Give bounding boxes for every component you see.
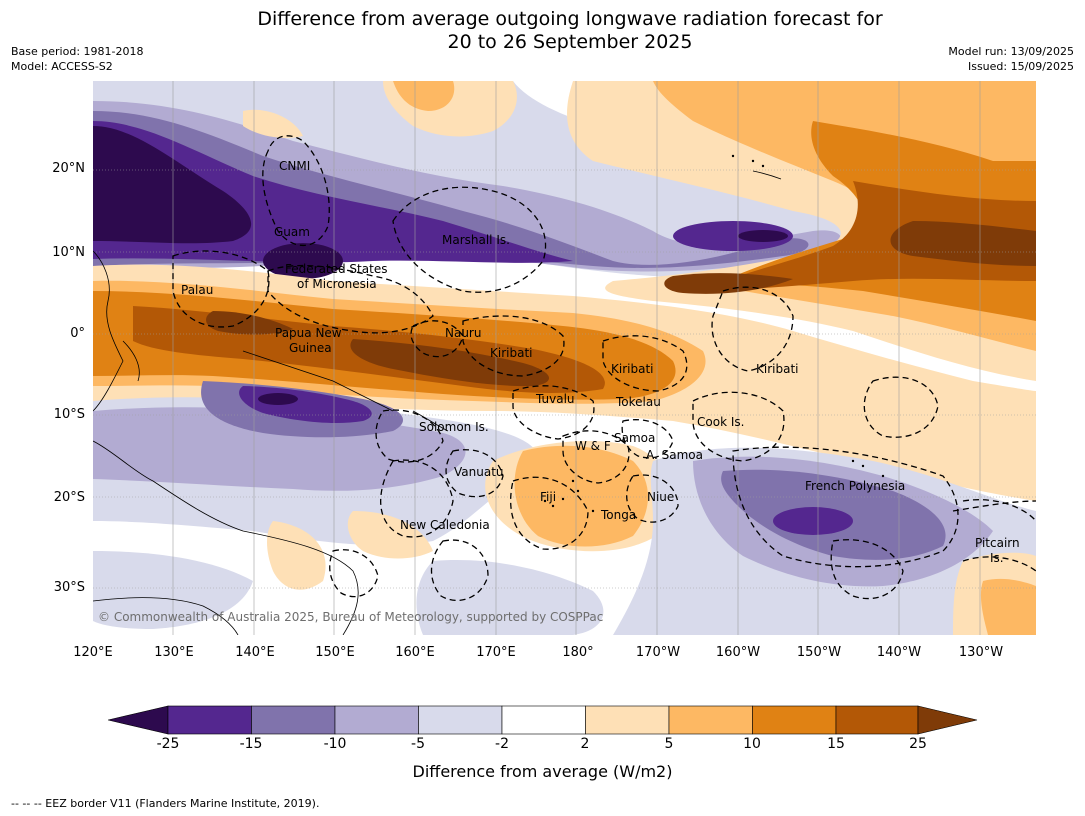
place-png-line2: Guinea: [289, 341, 332, 355]
issued-date: Issued: 15/09/2025: [967, 60, 1074, 73]
colorbar: [108, 705, 978, 735]
lon-label-140w: 140°W: [876, 645, 922, 660]
meta-left: Base period: 1981-2018 Model: ACCESS-S2: [11, 44, 143, 74]
colorbar-bin-3: [334, 705, 419, 735]
lon-label-170e: 170°E: [476, 645, 516, 660]
model-name: Model: ACCESS-S2: [11, 60, 113, 73]
base-period: Base period: 1981-2018: [11, 45, 144, 58]
colorbar-tick-9: 15: [827, 736, 845, 752]
colorbar-tick-6: 2: [580, 736, 590, 752]
place-marshall: Marshall Is.: [442, 233, 510, 247]
lon-label-150w: 150°W: [796, 645, 842, 660]
lat-label-0: 0°: [70, 326, 85, 341]
colorbar-tick-3: -10: [323, 736, 347, 752]
colorbar-tick-8: 10: [743, 736, 761, 752]
colorbar-bin-6: [585, 705, 670, 735]
colorbar-bin-8: [752, 705, 837, 735]
place-american-samoa: A. Samoa: [646, 448, 703, 462]
place-cnmi: CNMI: [279, 159, 311, 173]
colorbar-bin-7: [668, 705, 753, 735]
place-kiribati-west: Kiribati: [490, 346, 533, 360]
title-line-2: 20 to 26 September 2025: [447, 31, 693, 53]
lat-label-10n: 10°N: [52, 245, 85, 260]
place-tuvalu: Tuvalu: [536, 392, 575, 406]
colorbar-tick-4: -5: [411, 736, 425, 752]
colorbar-bin-4: [418, 705, 503, 735]
place-new-caledonia: New Caledonia: [400, 518, 490, 532]
place-pitcairn-line1: Pitcairn: [975, 536, 1020, 550]
colorbar-bin-5: [501, 705, 586, 735]
place-french-polynesia: French Polynesia: [805, 479, 906, 493]
colorbar-tick-5: -2: [495, 736, 509, 752]
model-run: Model run: 13/09/2025: [948, 45, 1074, 58]
place-palau: Palau: [181, 283, 214, 297]
copyright-notice: © Commonwealth of Australia 2025, Bureau…: [98, 610, 604, 624]
place-samoa: Samoa: [614, 431, 656, 445]
map-panel: [93, 81, 1036, 635]
place-fsm-line1: Federated States: [285, 262, 388, 276]
colorbar-arrow-low: [108, 705, 169, 735]
place-kiribati-central: Kiribati: [611, 362, 654, 376]
eez-footnote: -- -- -- EEZ border V11 (Flanders Marine…: [11, 797, 320, 810]
colorbar-tick-7: 5: [664, 736, 674, 752]
place-solomon: Solomon Is.: [419, 420, 489, 434]
colorbar-tick-1: -25: [156, 736, 180, 752]
colorbar-bin-2: [251, 705, 336, 735]
lon-label-160e: 160°E: [395, 645, 435, 660]
lon-label-180: 180°: [562, 645, 594, 660]
meta-right: Model run: 13/09/2025 Issued: 15/09/2025: [948, 44, 1074, 74]
lon-label-120e: 120°E: [73, 645, 113, 660]
chart-title: Difference from average outgoing longwav…: [0, 8, 1085, 54]
lon-label-140e: 140°E: [235, 645, 275, 660]
map-field: [93, 81, 1036, 635]
place-nauru: Nauru: [445, 326, 482, 340]
place-wallis-futuna: W & F: [575, 439, 611, 453]
lon-label-170w: 170°W: [635, 645, 681, 660]
lat-label-10s: 10°S: [53, 407, 85, 422]
lat-label-20n: 20°N: [52, 161, 85, 176]
place-fsm-line2: of Micronesia: [297, 277, 377, 291]
title-line-1: Difference from average outgoing longwav…: [257, 8, 883, 30]
place-niue: Niue: [647, 490, 675, 504]
place-fiji: Fiji: [540, 490, 557, 504]
place-cook-islands: Cook Is.: [697, 415, 745, 429]
colorbar-bin-9: [835, 705, 919, 735]
lat-label-20s: 20°S: [53, 490, 85, 505]
colorbar-tick-10: 25: [909, 736, 927, 752]
lat-label-30s: 30°S: [53, 580, 85, 595]
lon-label-160w: 160°W: [715, 645, 761, 660]
colorbar-tick-2: -15: [239, 736, 263, 752]
place-tokelau: Tokelau: [616, 395, 661, 409]
colorbar-label: Difference from average (W/m2): [412, 762, 673, 781]
lon-label-130e: 130°E: [154, 645, 194, 660]
place-guam: Guam: [274, 225, 310, 239]
lon-label-130w: 130°W: [958, 645, 1004, 660]
place-tonga: Tonga: [601, 508, 637, 522]
place-vanuatu: Vanuatu: [454, 465, 504, 479]
place-kiribati-east: Kiribati: [756, 362, 799, 376]
place-pitcairn-line2: Is.: [990, 551, 1004, 565]
colorbar-bin-1: [167, 705, 252, 735]
lon-label-150e: 150°E: [315, 645, 355, 660]
place-png-line1: Papua New: [275, 326, 342, 340]
colorbar-arrow-high: [917, 705, 978, 735]
